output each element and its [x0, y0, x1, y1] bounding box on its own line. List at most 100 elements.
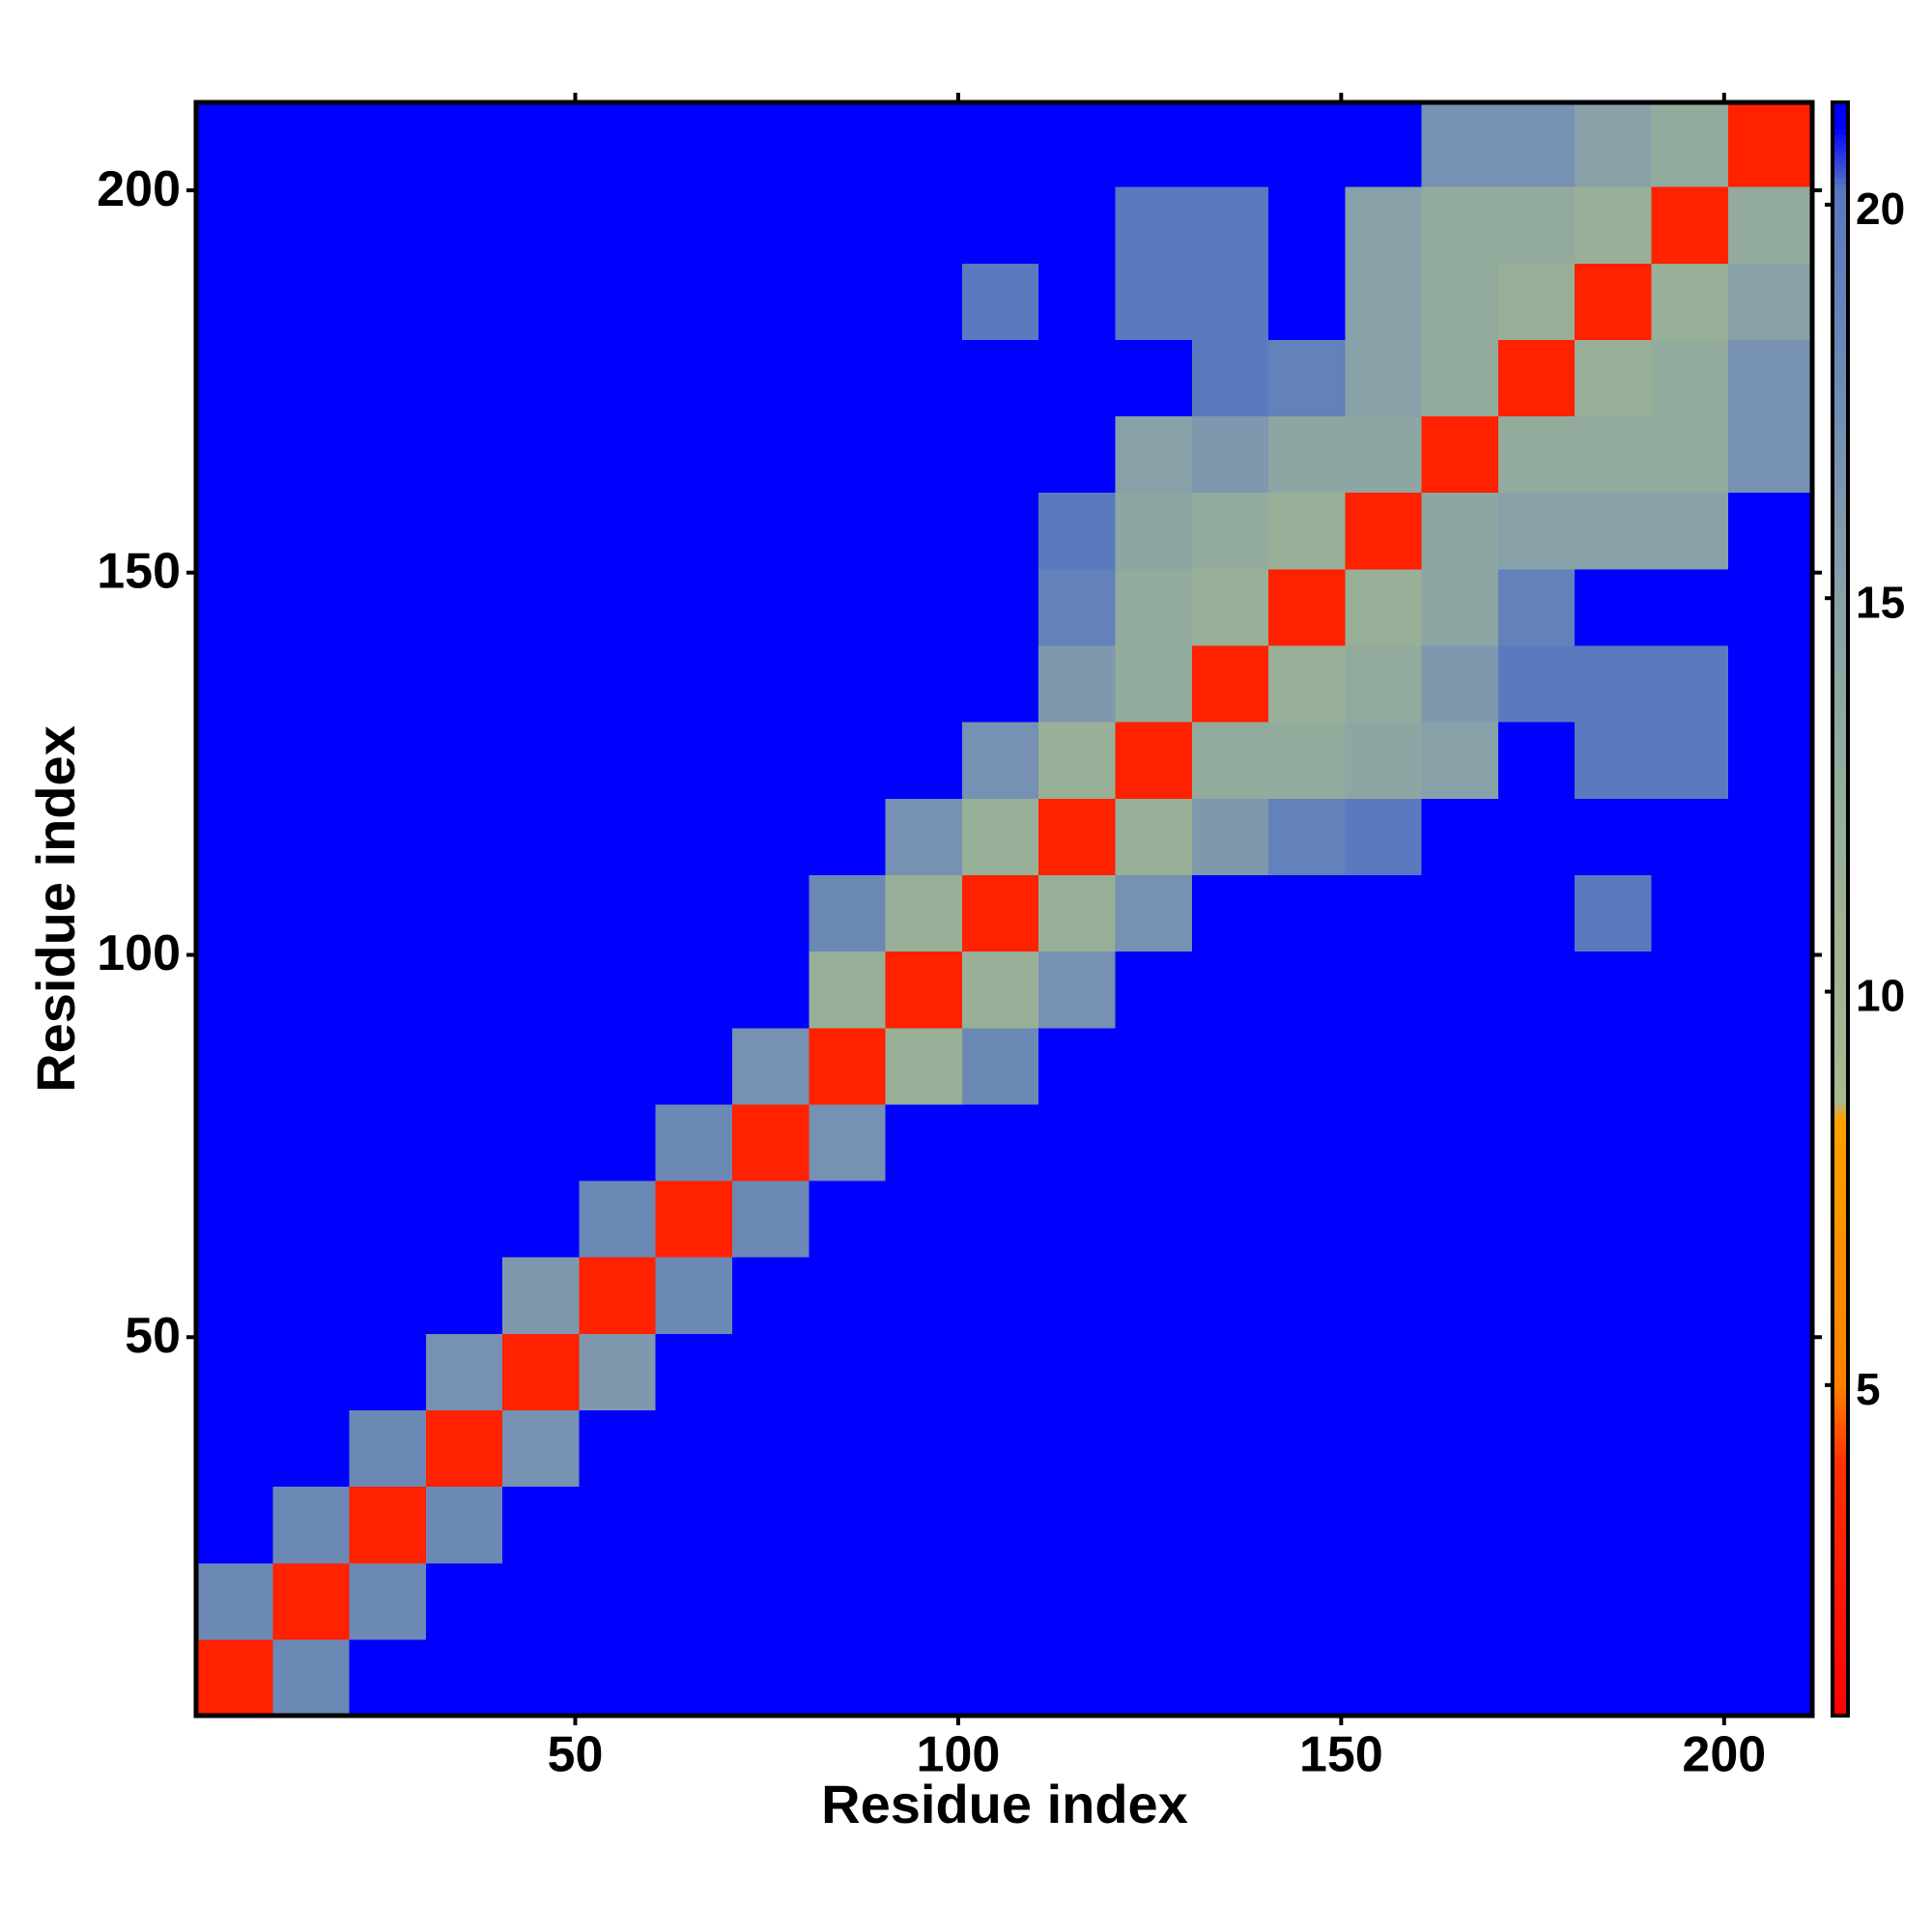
heatmap-cell	[425, 492, 503, 570]
colorbar-segment	[1833, 214, 1848, 222]
heatmap-cell	[425, 263, 503, 340]
colorbar-segment	[1833, 1232, 1848, 1238]
heatmap-cell	[1651, 568, 1729, 646]
heatmap-cell	[1575, 568, 1653, 646]
colorbar-segment	[1833, 957, 1848, 964]
heatmap-cell	[196, 951, 273, 1029]
heatmap-cell	[961, 644, 1039, 723]
colorbar-segment	[1833, 1268, 1848, 1276]
heatmap-cell	[1497, 1409, 1576, 1488]
heatmap-cell	[349, 492, 427, 570]
colorbar-segment	[1833, 1075, 1848, 1082]
colorbar-segment	[1833, 930, 1848, 937]
heatmap-cell	[1421, 1409, 1499, 1488]
heatmap-cell	[809, 722, 887, 799]
heatmap-cell	[425, 415, 503, 494]
heatmap-cell	[655, 492, 733, 570]
colorbar-segment	[1833, 736, 1848, 744]
heatmap-cell	[809, 102, 887, 187]
colorbar-segment	[1833, 1178, 1848, 1184]
heatmap-cell	[196, 415, 273, 494]
heatmap-cell	[1191, 874, 1269, 952]
heatmap-cell	[809, 874, 887, 952]
colorbar-segment	[1833, 612, 1848, 620]
heatmap-cell	[961, 492, 1039, 570]
heatmap-cell	[1651, 263, 1729, 340]
colorbar-segment	[1833, 333, 1848, 340]
heatmap-cell	[809, 263, 887, 340]
colorbar-segment	[1833, 113, 1848, 120]
colorbar-segment	[1833, 909, 1848, 916]
colorbar-segment	[1833, 1081, 1848, 1088]
heatmap-cell	[425, 1486, 503, 1564]
colorbar-segment	[1833, 828, 1848, 835]
heatmap-cell	[1421, 568, 1499, 646]
heatmap-cell	[885, 1257, 963, 1334]
colorbar-segment	[1833, 807, 1848, 813]
heatmap-cell	[349, 186, 427, 264]
heatmap-cell	[579, 1562, 657, 1640]
colorbar-segment	[1833, 543, 1848, 550]
colorbar-segment	[1833, 1102, 1848, 1109]
heatmap-cell	[655, 339, 733, 417]
colorbar-segment	[1833, 1161, 1848, 1168]
heatmap-cell	[425, 874, 503, 952]
colorbar-segment	[1833, 721, 1848, 727]
colorbar-segment	[1833, 1430, 1848, 1437]
heatmap-cell	[809, 492, 887, 570]
heatmap-cell	[502, 722, 581, 799]
heatmap-cell	[1115, 102, 1193, 187]
heatmap-cell	[1115, 644, 1193, 723]
heatmap-cell	[502, 1486, 581, 1564]
colorbar-segment	[1833, 559, 1848, 566]
heatmap-cell	[732, 568, 810, 646]
heatmap-cell	[1651, 722, 1729, 799]
colorbar-segment	[1833, 1613, 1848, 1620]
colorbar-tick-label: 10	[1856, 971, 1905, 1021]
heatmap-cell	[579, 1486, 657, 1564]
heatmap-cell	[196, 1638, 273, 1717]
colorbar-segment	[1833, 1699, 1848, 1706]
heatmap-cell	[1421, 1179, 1499, 1258]
colorbar-segment	[1833, 1543, 1848, 1550]
heatmap-cell	[425, 1257, 503, 1334]
colorbar-segment	[1833, 683, 1848, 690]
heatmap-cell	[1268, 492, 1346, 570]
heatmap-cell	[1038, 339, 1117, 417]
colorbar-segment	[1833, 635, 1848, 641]
colorbar-segment	[1833, 376, 1848, 384]
heatmap-cell	[579, 102, 657, 187]
colorbar-segment	[1833, 1624, 1848, 1631]
heatmap-cell	[272, 798, 351, 875]
heatmap-cell	[196, 1103, 273, 1181]
colorbar-segment	[1833, 952, 1848, 958]
heatmap-cell	[1345, 722, 1423, 799]
heatmap-cell	[655, 1562, 733, 1640]
heatmap-cell	[809, 798, 887, 875]
heatmap-cell	[502, 186, 581, 264]
heatmap-cell	[349, 1179, 427, 1258]
heatmap-cell	[732, 1409, 810, 1488]
heatmap-cell	[196, 722, 273, 799]
colorbar-segment	[1833, 758, 1848, 765]
colorbar-segment	[1833, 1710, 1848, 1717]
colorbar-segment	[1833, 118, 1848, 126]
heatmap-cell	[349, 722, 427, 799]
colorbar-segment	[1833, 650, 1848, 658]
heatmap-cell	[1575, 102, 1653, 187]
colorbar-segment	[1833, 511, 1848, 518]
heatmap-cell	[1421, 644, 1499, 723]
heatmap-cell	[1115, 1562, 1193, 1640]
heatmap-cell	[1651, 1179, 1729, 1258]
colorbar-segment	[1833, 338, 1848, 346]
colorbar-segment	[1833, 710, 1848, 717]
heatmap-cell	[809, 644, 887, 723]
colorbar-segment	[1833, 231, 1848, 238]
heatmap-cell	[885, 1486, 963, 1564]
colorbar-segment	[1833, 1301, 1848, 1308]
colorbar-segment	[1833, 1280, 1848, 1287]
colorbar-segment	[1833, 451, 1848, 459]
heatmap-cell	[655, 1179, 733, 1258]
colorbar-segment	[1833, 893, 1848, 899]
